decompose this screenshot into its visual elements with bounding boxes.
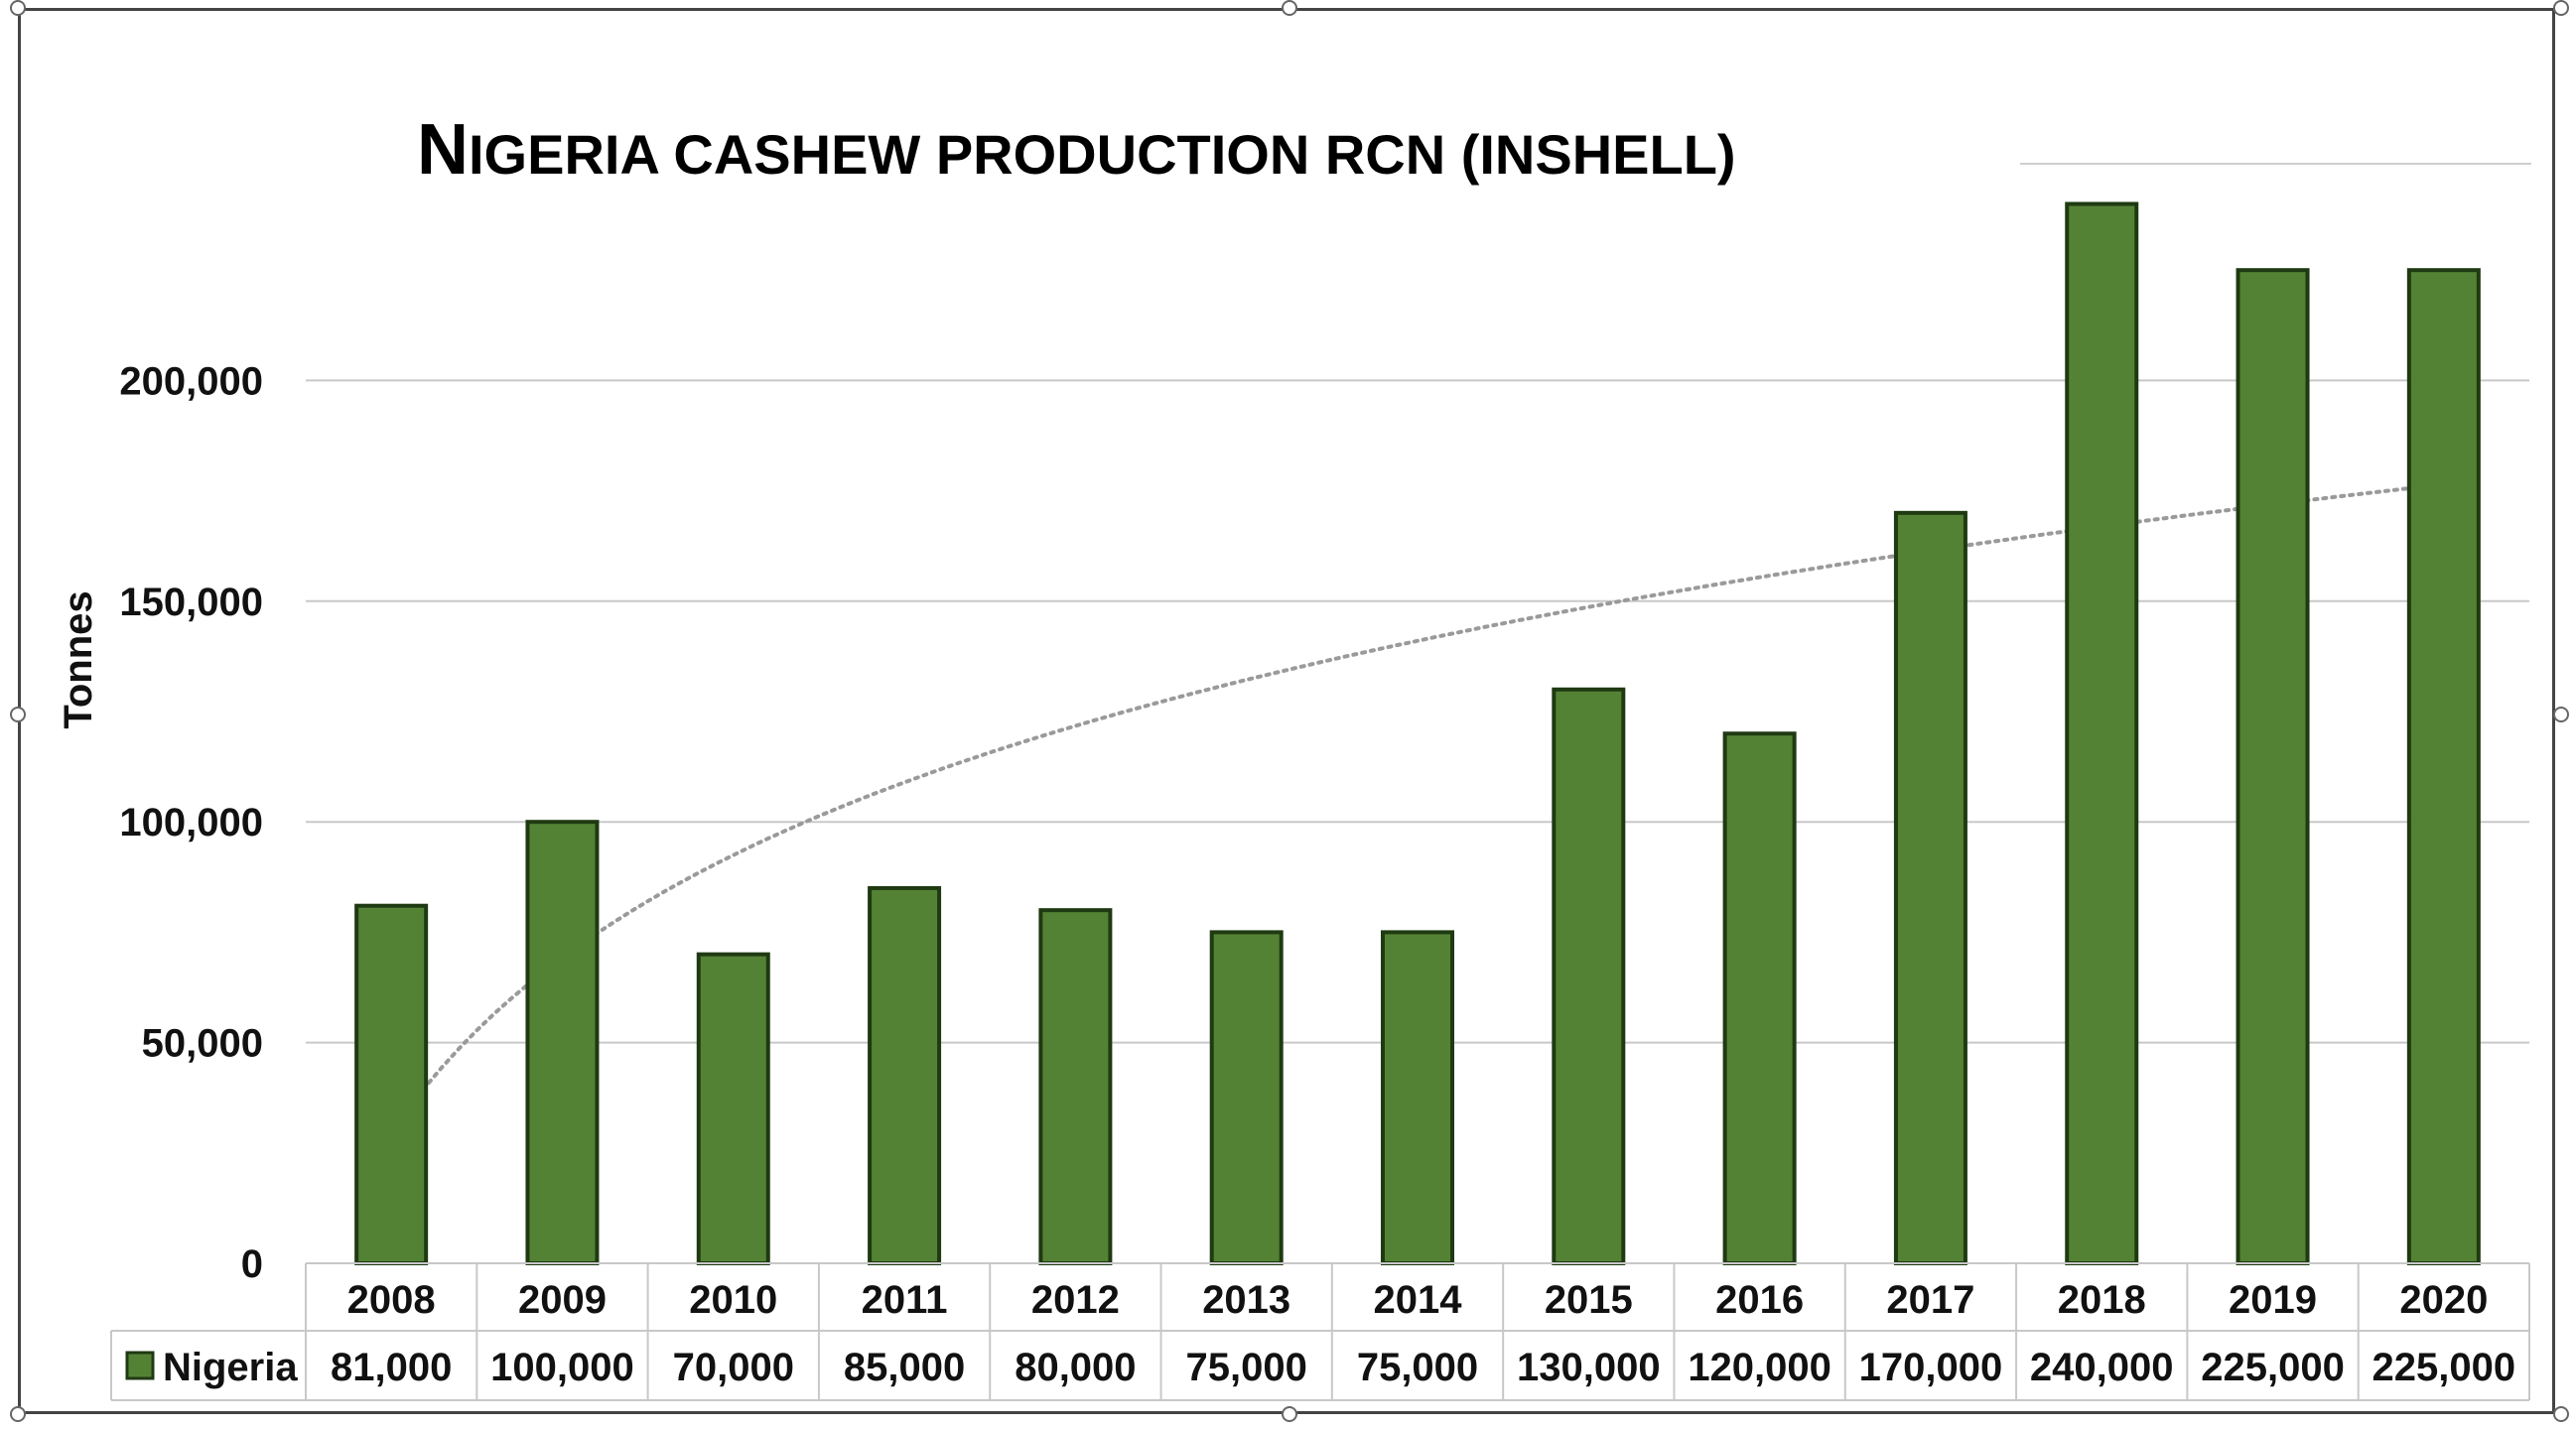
resize-handle-bottom-center[interactable]: [1282, 1406, 1297, 1422]
x-tick-label: 2014: [1374, 1278, 1463, 1322]
legend-series-name: Nigeria: [163, 1346, 298, 1389]
x-tick-label: 2018: [2058, 1278, 2146, 1322]
y-tick-label: 0: [241, 1242, 263, 1286]
x-tick-label: 2012: [1031, 1278, 1120, 1322]
data-label: 170,000: [1859, 1346, 2003, 1389]
resize-handle-top-center[interactable]: [1282, 0, 1297, 16]
bar-2014: [1381, 930, 1454, 1266]
resize-handle-top-left[interactable]: [10, 0, 26, 16]
x-tick-label: 2019: [2229, 1278, 2317, 1322]
resize-handle-top-right[interactable]: [2553, 0, 2569, 16]
data-label: 225,000: [2201, 1346, 2345, 1389]
resize-handle-middle-left[interactable]: [10, 707, 26, 722]
data-label: 120,000: [1688, 1346, 1831, 1389]
x-tick-label: 2008: [347, 1278, 436, 1322]
x-tick-label: 2009: [518, 1278, 607, 1322]
bar-2016: [1722, 731, 1797, 1265]
x-tick-label: 2010: [689, 1278, 777, 1322]
y-tick-label: 150,000: [119, 581, 263, 624]
resize-handle-bottom-right[interactable]: [2553, 1406, 2569, 1422]
chart-title: NIGERIA CASHEW PRODUCTION RCN (INSHELL): [417, 110, 1736, 190]
bar-2008: [354, 903, 429, 1265]
bar-2015: [1552, 687, 1626, 1265]
bar-2018: [2065, 201, 2139, 1266]
x-tick-label: 2013: [1202, 1278, 1290, 1322]
x-tick-label: 2015: [1545, 1278, 1633, 1322]
bar-2012: [1038, 908, 1113, 1265]
bar-2009: [525, 820, 600, 1265]
bar-2020: [2406, 268, 2481, 1265]
data-label: 81,000: [331, 1346, 452, 1389]
data-label: 70,000: [673, 1346, 794, 1389]
data-table: 2008 81,000 2009 100,000 2010 70,000 2011 85,00…: [110, 1262, 2530, 1401]
bar-2013: [1209, 930, 1284, 1266]
data-label: 75,000: [1186, 1346, 1307, 1389]
y-axis-label: Tonnes: [57, 590, 100, 728]
data-label: 225,000: [2373, 1346, 2516, 1389]
bar-2011: [868, 885, 942, 1265]
bar-2019: [2236, 268, 2310, 1265]
data-label: 240,000: [2030, 1346, 2174, 1389]
resize-handle-bottom-left[interactable]: [10, 1406, 26, 1422]
y-tick-label: 200,000: [119, 359, 263, 403]
bar-2010: [696, 952, 770, 1265]
x-tick-label: 2020: [2399, 1278, 2488, 1322]
y-tick-label: 50,000: [142, 1022, 263, 1066]
x-tick-label: 2016: [1715, 1278, 1804, 1322]
x-tick-label: 2011: [862, 1278, 948, 1322]
y-tick-label: 100,000: [119, 801, 263, 845]
bar-2017: [1893, 510, 1967, 1265]
data-label: 85,000: [844, 1346, 965, 1389]
data-label: 100,000: [490, 1346, 634, 1389]
y-axis-ticks: 0 50,000 100,000 150,000 200,000: [119, 359, 263, 1286]
bars: [354, 201, 2481, 1266]
data-label: 75,000: [1357, 1346, 1478, 1389]
x-tick-label: 2017: [1886, 1278, 1974, 1322]
data-label: 80,000: [1015, 1346, 1136, 1389]
legend-swatch: [125, 1351, 155, 1380]
resize-handle-middle-right[interactable]: [2553, 707, 2569, 722]
data-label: 130,000: [1517, 1346, 1661, 1389]
